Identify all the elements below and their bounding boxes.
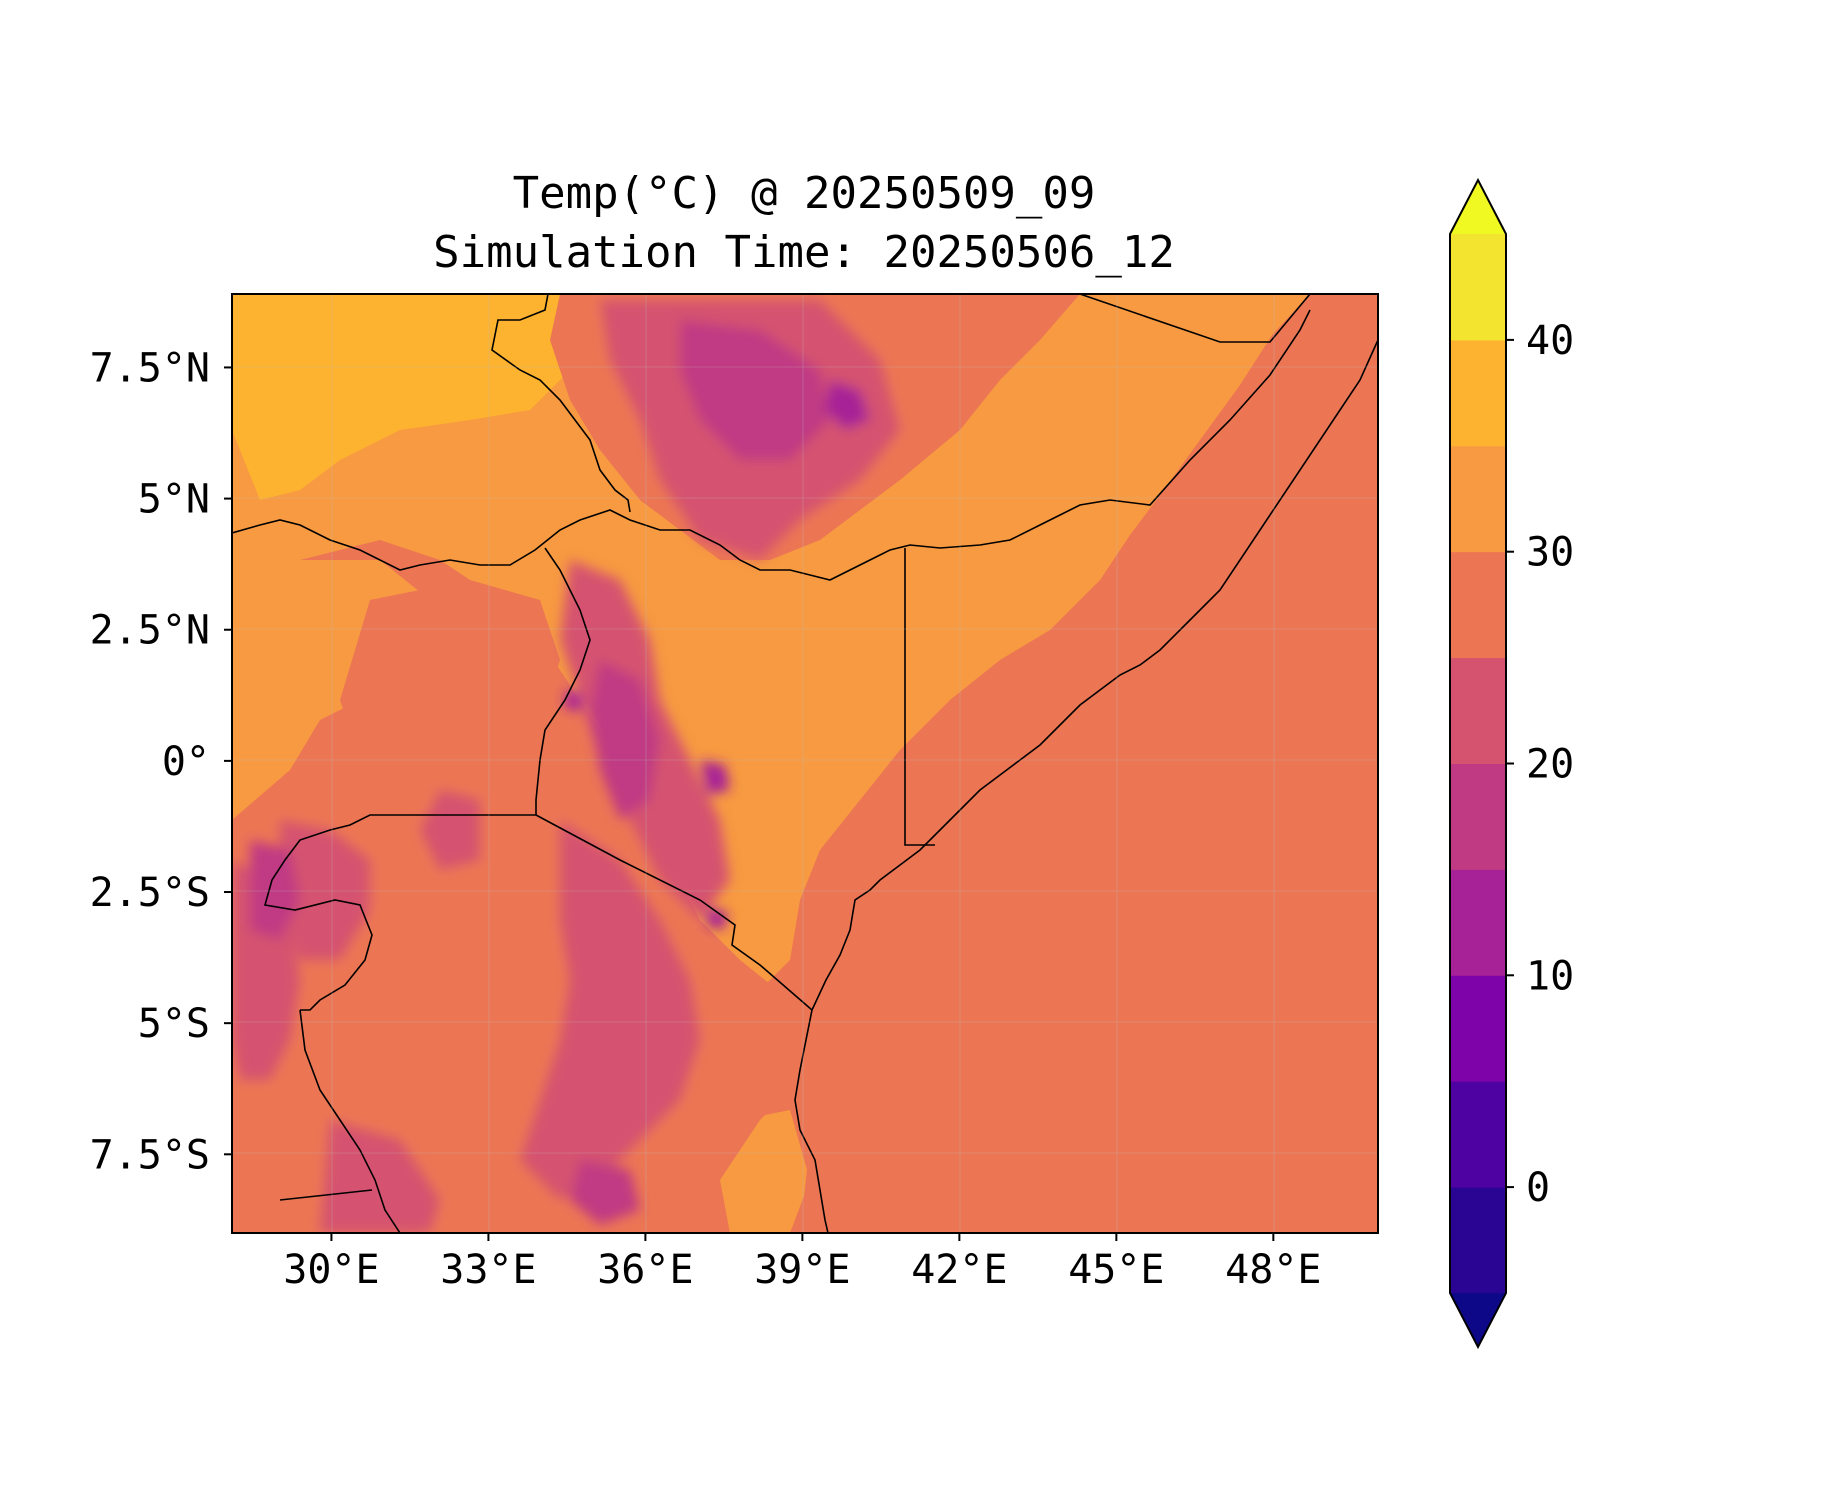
latitude-axis: 7.5°N 5°N 2.5°N 0° 2.5°S 5°S 7.5°S [90, 345, 232, 1178]
lon-tick-label: 33°E [440, 1247, 536, 1293]
hot-region-horn [232, 294, 1310, 990]
colorbar-band [1450, 551, 1506, 659]
very-hot-region-sudan-east [232, 294, 240, 300]
lat-tick-label: 7.5°S [90, 1132, 210, 1178]
colorbar-tick-label: 40 [1526, 318, 1574, 364]
map-title-line2: Simulation Time: 20250506_12 [433, 227, 1175, 278]
longitude-axis: 30°E 33°E 36°E 39°E 42°E 45°E 48°E [283, 1233, 1322, 1293]
lat-tick-label: 7.5°N [90, 345, 210, 391]
colorbar-band [1450, 445, 1506, 553]
colorbar-band [1450, 1081, 1506, 1188]
map-frame [231, 293, 1379, 1234]
map-gridlines [232, 294, 1378, 1233]
colorbar-extend-high [1450, 180, 1506, 234]
very-hot-region-sudan [232, 294, 590, 500]
colorbar-band [1450, 234, 1506, 341]
warm-region-uganda [340, 580, 560, 790]
lat-tick-label: 2.5°N [90, 608, 210, 654]
lat-tick-label: 5°N [138, 477, 210, 523]
colorbar-extend-low [1450, 1293, 1506, 1347]
colorbar-band [1450, 657, 1506, 764]
hot-region-west [232, 520, 430, 820]
lat-tick-label: 0° [162, 739, 210, 785]
map-plot-area [232, 294, 1378, 1233]
lon-tick-label: 30°E [283, 1247, 379, 1293]
lon-tick-label: 48°E [1225, 1247, 1321, 1293]
highland-cool-blobs [232, 300, 900, 1233]
colorbar-band [1450, 869, 1506, 976]
lon-tick-label: 42°E [911, 1247, 1007, 1293]
lon-tick-label: 36°E [597, 1247, 693, 1293]
colorbar-outline [1449, 177, 1507, 1350]
colorbar-tick-label: 20 [1526, 742, 1574, 788]
colorbar-tick-label: 30 [1526, 530, 1574, 576]
lat-tick-label: 2.5°S [90, 870, 210, 916]
map-title-line1: Temp(°C) @ 20250509_09 [513, 168, 1096, 219]
colorbar-tick-label: 10 [1526, 953, 1574, 999]
colorbar: 0 10 20 30 40 [1449, 177, 1574, 1350]
colorbar-band [1450, 339, 1506, 447]
lon-tick-label: 39°E [754, 1247, 850, 1293]
colorbar-band [1450, 1187, 1506, 1294]
warm-region-somalia-coast [800, 294, 1378, 1233]
colorbar-band [1450, 975, 1506, 1082]
lon-tick-label: 45°E [1068, 1247, 1164, 1293]
country-borders [232, 294, 1378, 1233]
lat-tick-label: 5°S [138, 1001, 210, 1047]
colorbar-band [1450, 763, 1506, 870]
colorbar-tick-label: 0 [1526, 1165, 1550, 1211]
